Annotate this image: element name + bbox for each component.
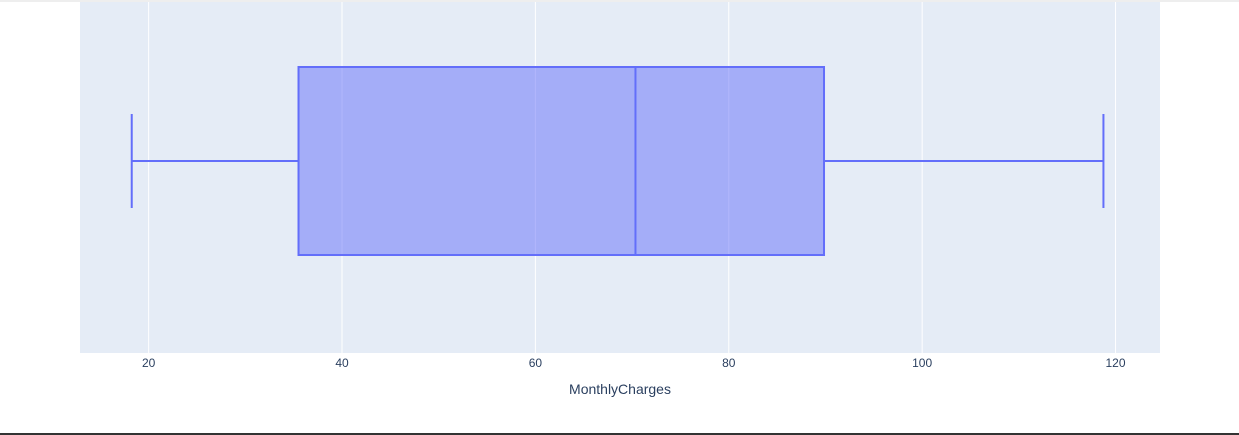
x-tick-label-20: 20 [142,356,156,370]
x-axis-ticks: 20 40 60 80 100 120 [142,356,1126,370]
top-border [0,0,1239,2]
x-tick-label-40: 40 [335,356,349,370]
x-tick-label-120: 120 [1106,356,1126,370]
box-trace[interactable] [130,66,1105,256]
x-axis-title: MonthlyCharges [569,381,671,397]
iqr-box [297,66,826,256]
bottom-border [0,433,1239,435]
x-tick-label-80: 80 [722,356,736,370]
x-tick-label-60: 60 [529,356,543,370]
x-tick-label-100: 100 [912,356,932,370]
